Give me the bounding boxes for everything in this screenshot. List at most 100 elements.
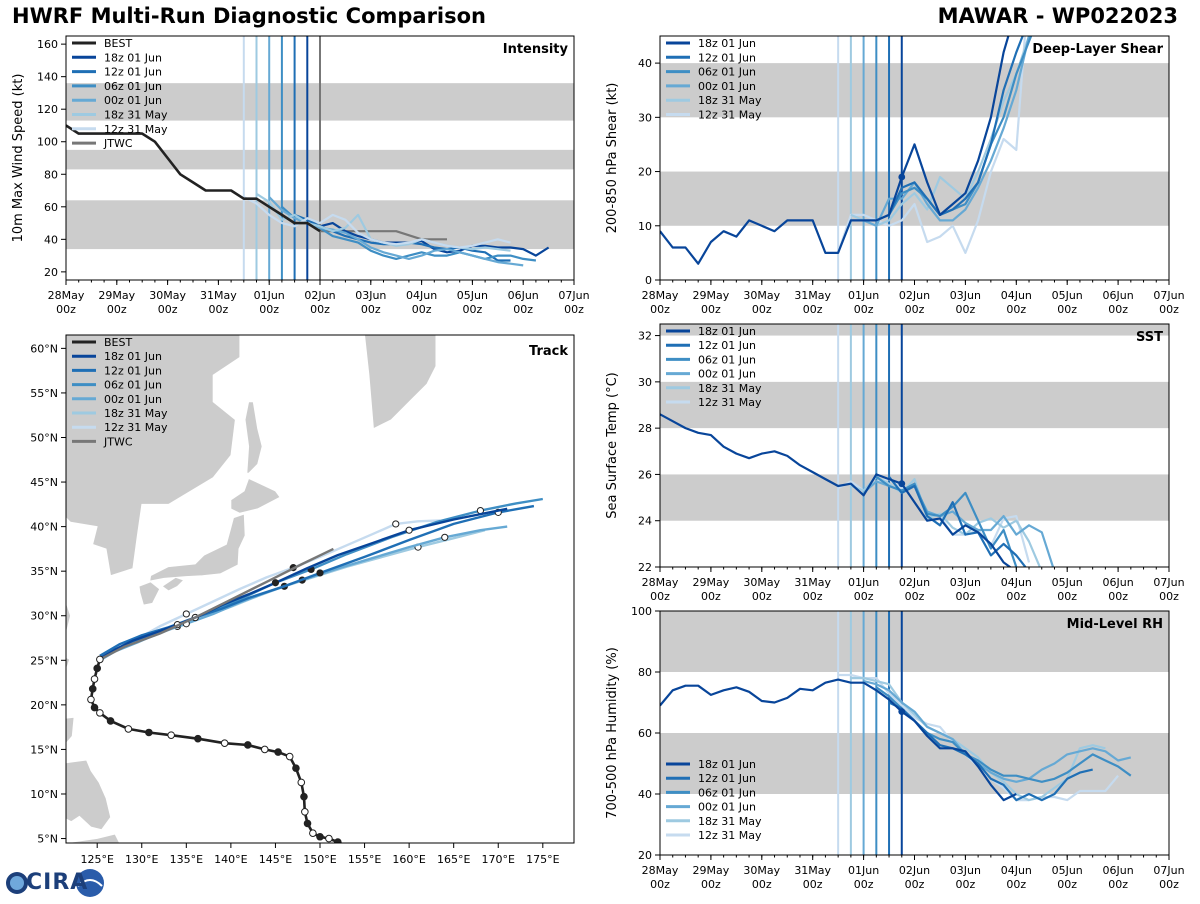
shear-legend-label-12z-01-jun: 12z 01 Jun [698, 51, 756, 64]
sst-xtick-label: 02Jun [899, 576, 930, 589]
intensity-xtick-label: 04Jun [406, 289, 437, 302]
track-legend-label-jtwc: JTWC [103, 435, 133, 448]
shear-xtick-label: 03Jun [950, 289, 981, 302]
shear-xtick-label: 00z [905, 303, 925, 316]
track-series-12z-01-jun [99, 504, 535, 657]
shear-series-18z-31-may [850, 36, 1031, 227]
track-xtick-label: 135°E [170, 853, 203, 866]
sst-band-2 [660, 324, 1169, 336]
sst-xtick-label: 00z [803, 590, 823, 603]
shear-series-12z-31-may [837, 36, 1027, 254]
intensity-ytick-label: 140 [37, 71, 58, 84]
shear-ytick-label: 40 [638, 57, 652, 70]
sst-xtick-label: 06Jun [1103, 576, 1134, 589]
track-xtick-label: 125°E [80, 853, 113, 866]
sst-xtick-label: 00z [701, 590, 721, 603]
shear-xtick-label: 28May [642, 289, 679, 302]
best-track-point [90, 675, 99, 683]
rh-xtick-label: 28May [642, 864, 679, 877]
land-mass-3 [244, 401, 263, 474]
intensity-xtick-label: 01Jun [254, 289, 285, 302]
best-track-point [285, 752, 294, 761]
rh-ytick-label: 40 [638, 788, 652, 801]
shear-xtick-label: 02Jun [899, 289, 930, 302]
rh-xtick-label: 30May [743, 864, 780, 877]
track-series-jtwc [99, 547, 334, 661]
track-ytick-label: 50°N [30, 431, 58, 444]
track-title: Track [529, 344, 568, 359]
intensity-ytick-label: 40 [44, 233, 58, 246]
track-ytick-label: 55°N [30, 387, 58, 400]
shear-xtick-label: 00z [650, 303, 670, 316]
rh-series-18z-31-may [850, 676, 1106, 802]
shear-legend-label-18z-01-jun: 18z 01 Jun [698, 37, 756, 50]
best-track-point [334, 838, 342, 843]
shear-series-18z-01-jun [660, 36, 1010, 265]
shear-ytick-label: 10 [638, 220, 652, 233]
intensity-ytick-label: 20 [44, 266, 58, 279]
shear-band-1 [660, 63, 1169, 118]
shear-xtick-label: 04Jun [1001, 289, 1032, 302]
sst-ytick-label: 30 [638, 376, 652, 389]
intensity-xtick-label: 00z [259, 303, 279, 316]
rh-ytick-label: 20 [638, 849, 652, 862]
sst-xtick-label: 00z [752, 590, 772, 603]
intensity-legend-label-best: BEST [104, 37, 132, 50]
intensity-series-06z-01-jun [281, 205, 537, 262]
sst-legend-label-18z-01-jun: 18z 01 Jun [698, 325, 756, 338]
track-ytick-label: 30°N [30, 610, 58, 623]
sst-ytick-label: 28 [638, 422, 652, 435]
land-mass-1 [66, 602, 71, 634]
cira-logo-mark [6, 869, 104, 897]
best-track-point [96, 655, 104, 664]
land-mass-10 [66, 759, 112, 831]
intensity-legend-label-06z-01-jun: 06z 01 Jun [104, 80, 162, 93]
sst-xtick-label: 28May [642, 576, 679, 589]
track-legend-label-18z-31-may: 18z 31 May [104, 407, 168, 420]
intensity-xtick-label: 07Jun [558, 289, 589, 302]
intensity-legend-label-12z-31-may: 12z 31 May [104, 123, 168, 136]
track-xtick-label: 150°E [303, 853, 336, 866]
intensity-xtick-label: 00z [209, 303, 229, 316]
track-ytick-label: 60°N [30, 342, 58, 355]
sst-xtick-label: 05Jun [1052, 576, 1083, 589]
best-track-point [244, 741, 252, 749]
track-xtick-label: 175°E [526, 853, 559, 866]
figure-title: HWRF Multi-Run Diagnostic Comparison [12, 4, 487, 28]
best-track-point [194, 734, 202, 743]
track-xtick-label: 160°E [392, 853, 425, 866]
rh-xtick-label: 00z [650, 878, 670, 891]
land-mass-2 [364, 335, 437, 430]
sst-xtick-label: 07Jun [1153, 576, 1184, 589]
track-series-06z-01-jun [99, 497, 543, 660]
best-track-point [325, 834, 333, 843]
best-track-point [96, 709, 104, 717]
forecast-track-point [405, 526, 413, 534]
rh-series-18z-01-jun [660, 678, 1017, 802]
intensity-legend-label-12z-01-jun: 12z 01 Jun [104, 66, 162, 79]
intensity-legend-label-jtwc: JTWC [103, 137, 133, 150]
track-legend-label-18z-01-jun: 18z 01 Jun [104, 350, 162, 363]
rh-legend-label-18z-01-jun: 18z 01 Jun [698, 758, 756, 771]
rh-xtick-label: 00z [803, 878, 823, 891]
intensity-xtick-label: 31May [200, 289, 237, 302]
shear-xtick-label: 00z [1057, 303, 1077, 316]
best-track-point [297, 778, 306, 787]
sst-legend-label-06z-01-jun: 06z 01 Jun [698, 353, 756, 366]
land-mass-11 [66, 833, 120, 843]
track-legend-label-12z-31-may: 12z 31 May [104, 421, 168, 434]
shear-title: Deep-Layer Shear [1032, 42, 1163, 57]
track-ytick-label: 20°N [30, 699, 58, 712]
sst-xtick-label: 31May [794, 576, 831, 589]
track-xtick-label: 130°E [125, 853, 158, 866]
shear-legend-label-00z-01-jun: 00z 01 Jun [698, 80, 756, 93]
best-track-point [87, 695, 95, 704]
forecast-track-point [441, 533, 449, 541]
best-track-point [88, 685, 97, 693]
track-series-00z-01-jun [99, 525, 508, 662]
track-legend-label-06z-01-jun: 06z 01 Jun [104, 379, 162, 392]
intensity-xtick-label: 00z [361, 303, 381, 316]
sst-xtick-label: 00z [854, 590, 874, 603]
